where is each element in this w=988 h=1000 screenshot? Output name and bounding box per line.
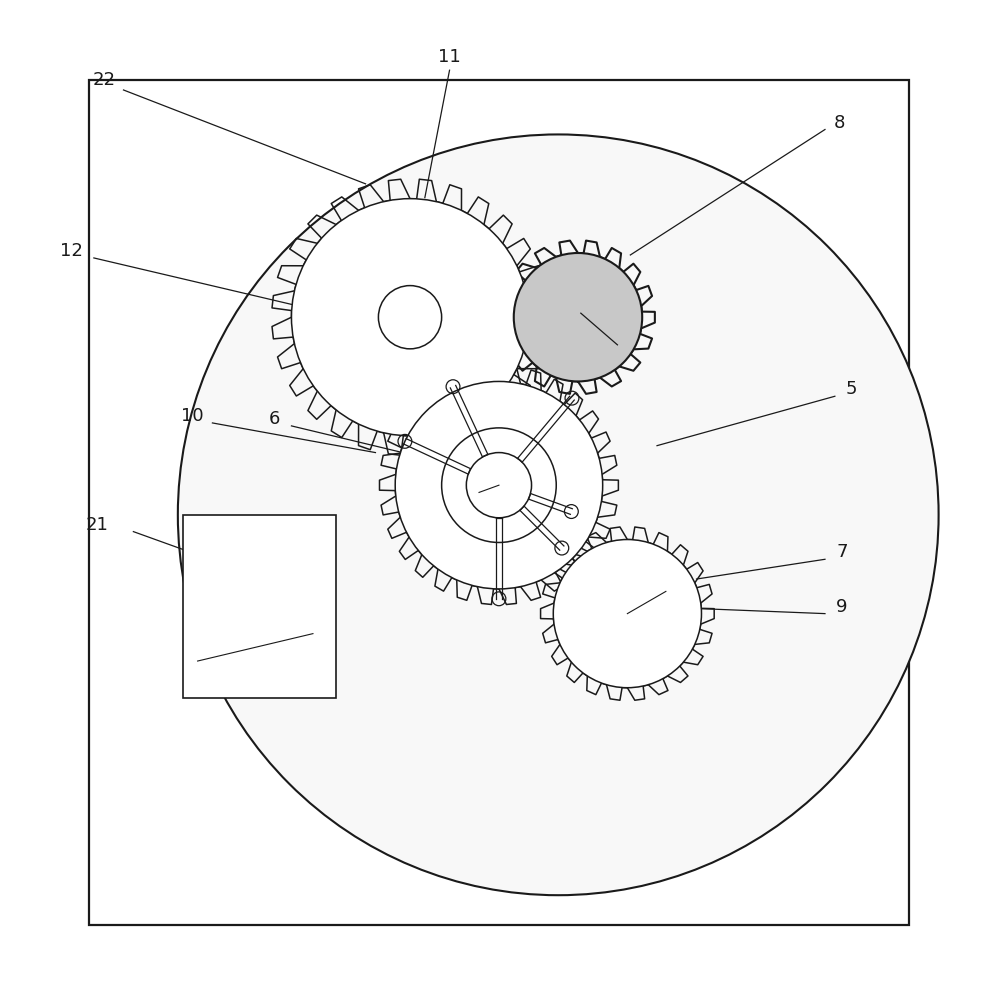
Text: 9: 9	[836, 598, 848, 616]
Text: 11: 11	[438, 48, 461, 66]
Circle shape	[395, 381, 603, 589]
Text: 7: 7	[836, 543, 848, 561]
Bar	[89, 80, 909, 925]
Text: 12: 12	[59, 242, 83, 260]
Text: 5: 5	[846, 380, 858, 398]
Circle shape	[291, 199, 529, 436]
Circle shape	[514, 253, 642, 381]
Circle shape	[442, 428, 556, 542]
Circle shape	[378, 286, 442, 349]
Circle shape	[178, 134, 939, 895]
Text: 8: 8	[834, 114, 846, 132]
Text: 22: 22	[92, 71, 116, 89]
Circle shape	[553, 540, 701, 688]
Bar	[183, 515, 336, 698]
Text: 10: 10	[182, 407, 204, 425]
Text: 21: 21	[85, 516, 109, 534]
Text: 6: 6	[269, 410, 281, 428]
Circle shape	[466, 453, 532, 518]
